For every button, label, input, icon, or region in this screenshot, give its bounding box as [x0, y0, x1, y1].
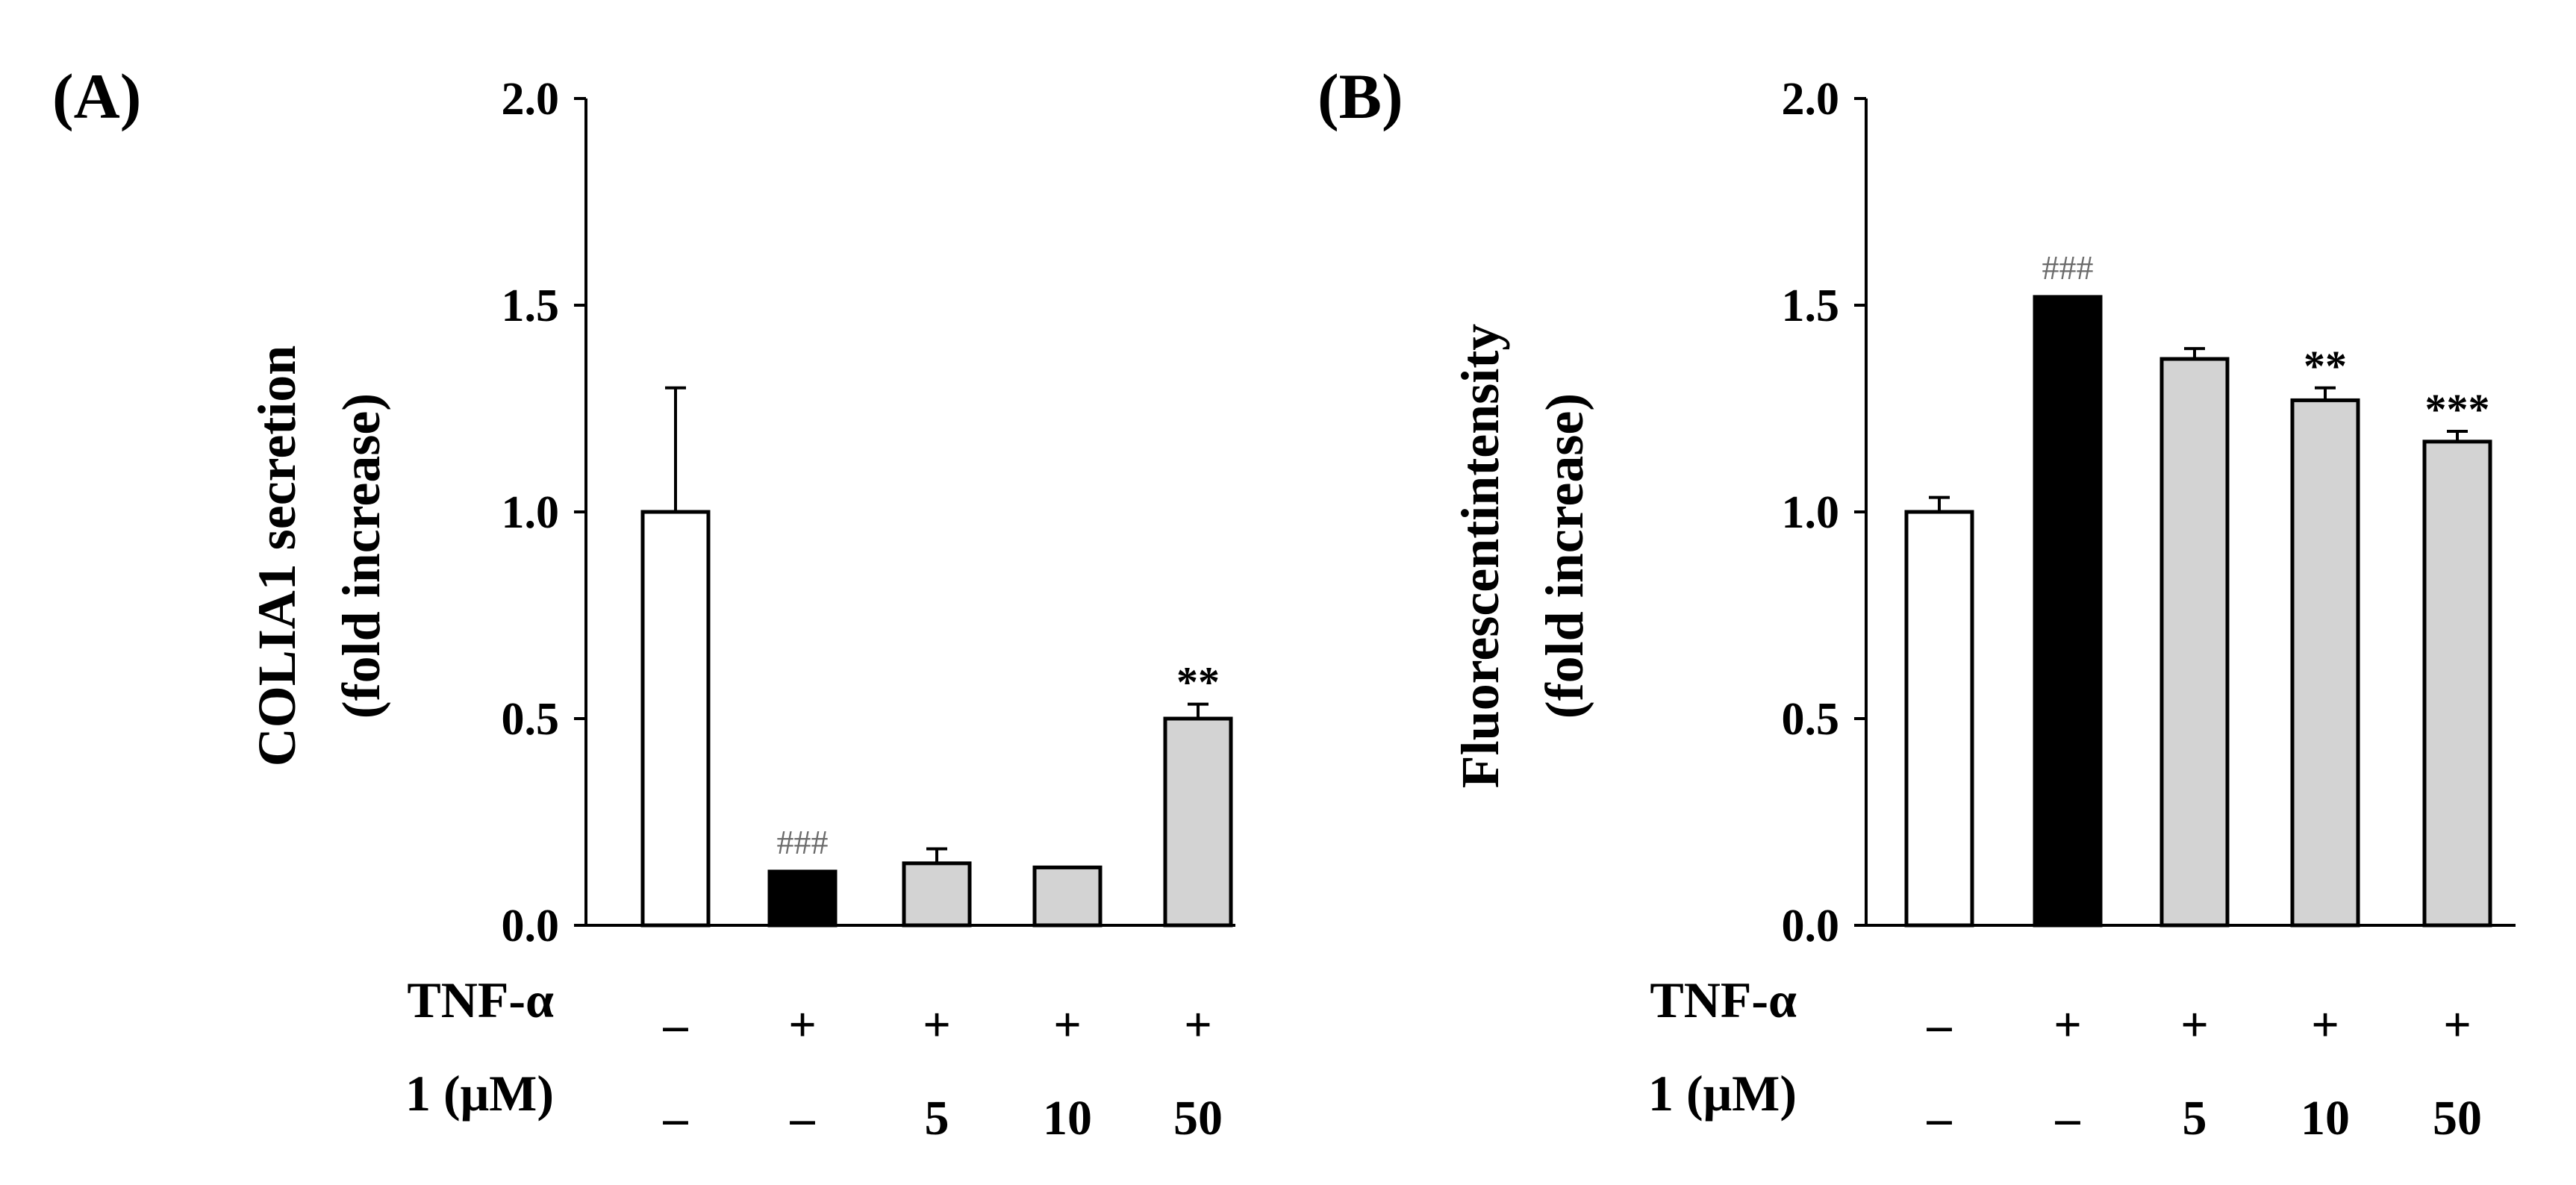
panel-b: (B) Fluorescentintensity (fold increase)…	[1317, 60, 2516, 1145]
panel-a-tnf-value: +	[923, 998, 951, 1052]
panel-b-dose-row-label: 1 (μM)	[1648, 1065, 1797, 1122]
panel-b-bar	[2422, 440, 2492, 928]
panel-a-label: (A)	[52, 60, 141, 132]
panel-b-tnf-value: +	[2053, 998, 2082, 1052]
panel-a-tnf-value: –	[663, 998, 689, 1052]
panel-b-significance-label: ***	[2425, 385, 2490, 434]
panel-a-bar	[902, 861, 972, 928]
panel-a-dose-value: –	[663, 1091, 689, 1145]
panel-b-dose-value: –	[1927, 1091, 1953, 1145]
panel-a-tnf-value: +	[788, 998, 817, 1052]
panel-b-ylabel-line2: (fold increase)	[1535, 393, 1594, 719]
panel-a-bar	[1163, 716, 1233, 928]
panel-a-bar	[767, 869, 838, 928]
panel-a-y-tick-label: 2.0	[502, 74, 560, 125]
panel-a-dose-value: –	[790, 1091, 816, 1145]
panel-a-y-tick-label: 1.5	[502, 281, 560, 331]
panel-a-tnf-value: +	[1053, 998, 1082, 1052]
panel-a-tnf-value: +	[1184, 998, 1212, 1052]
panel-a-y-tick-label: 1.0	[502, 487, 560, 538]
panel-b-tnf-row-label: TNF-α	[1650, 972, 1797, 1028]
panel-b-dose-value: 5	[2183, 1091, 2207, 1145]
panel-a-y-tick-label: 0.0	[502, 901, 560, 951]
panel-a-dose-value: 5	[925, 1091, 949, 1145]
panel-a-significance-label: ###	[777, 823, 829, 861]
panel-b-y-tick-label: 0.0	[1782, 901, 1840, 951]
panel-b-tnf-value: +	[2443, 998, 2471, 1052]
panel-b-tnf-value: –	[1927, 998, 1953, 1052]
panel-b-label: (B)	[1317, 60, 1403, 132]
panel-a-bar	[1032, 865, 1103, 928]
panel-b-significance-label: **	[2304, 342, 2347, 390]
panel-a-dose-value: 10	[1043, 1091, 1092, 1145]
panel-a-tnf-row-label: TNF-α	[407, 972, 554, 1028]
panel-a-dose-row-label: 1 (μM)	[405, 1065, 554, 1122]
panel-b-y-tick-label: 1.5	[1782, 281, 1840, 331]
panel-b-y-tick-label: 0.5	[1782, 694, 1840, 745]
panel-b-y-tick-label: 1.0	[1782, 487, 1840, 538]
panel-b-tnf-value: +	[2311, 998, 2339, 1052]
panel-b-ylabel-line1: Fluorescentintensity	[1450, 324, 1510, 789]
panel-a-ylabel-line2: (fold increase)	[331, 393, 391, 719]
panel-a-bar	[640, 510, 711, 928]
panel-b-bar	[2290, 398, 2360, 928]
panel-b-dose-value: –	[2055, 1091, 2081, 1145]
panel-b-dose-value: 50	[2433, 1091, 2482, 1145]
panel-b-significance-label: ###	[2042, 248, 2094, 287]
panel-b-bar	[2033, 295, 2103, 928]
panel-b-y-tick-label: 2.0	[1782, 74, 1840, 125]
panel-a-significance-label: **	[1176, 658, 1220, 707]
panel-a-plot-area: 0.0 0.5 1.0 1.5 2.0 – – ### + – +5 +10 ** +50	[502, 74, 1235, 1145]
panel-a-ylabel-line1: COLIA1 secretion	[247, 346, 307, 767]
panel-a-dose-value: 50	[1173, 1091, 1223, 1145]
panel-b-bar	[2159, 357, 2230, 928]
panel-a-y-tick-label: 0.5	[502, 694, 560, 745]
panel-b-tnf-value: +	[2180, 998, 2209, 1052]
panel-b-bar	[1904, 510, 1974, 928]
panel-b-plot-area: 0.0 0.5 1.0 1.5 2.0 – – ### + – +5 ** +10 *** +50	[1782, 74, 2516, 1145]
panel-b-dose-value: 10	[2301, 1091, 2350, 1145]
panel-a: (A) COLIA1 secretion (fold increase) TNF…	[52, 60, 1235, 1145]
